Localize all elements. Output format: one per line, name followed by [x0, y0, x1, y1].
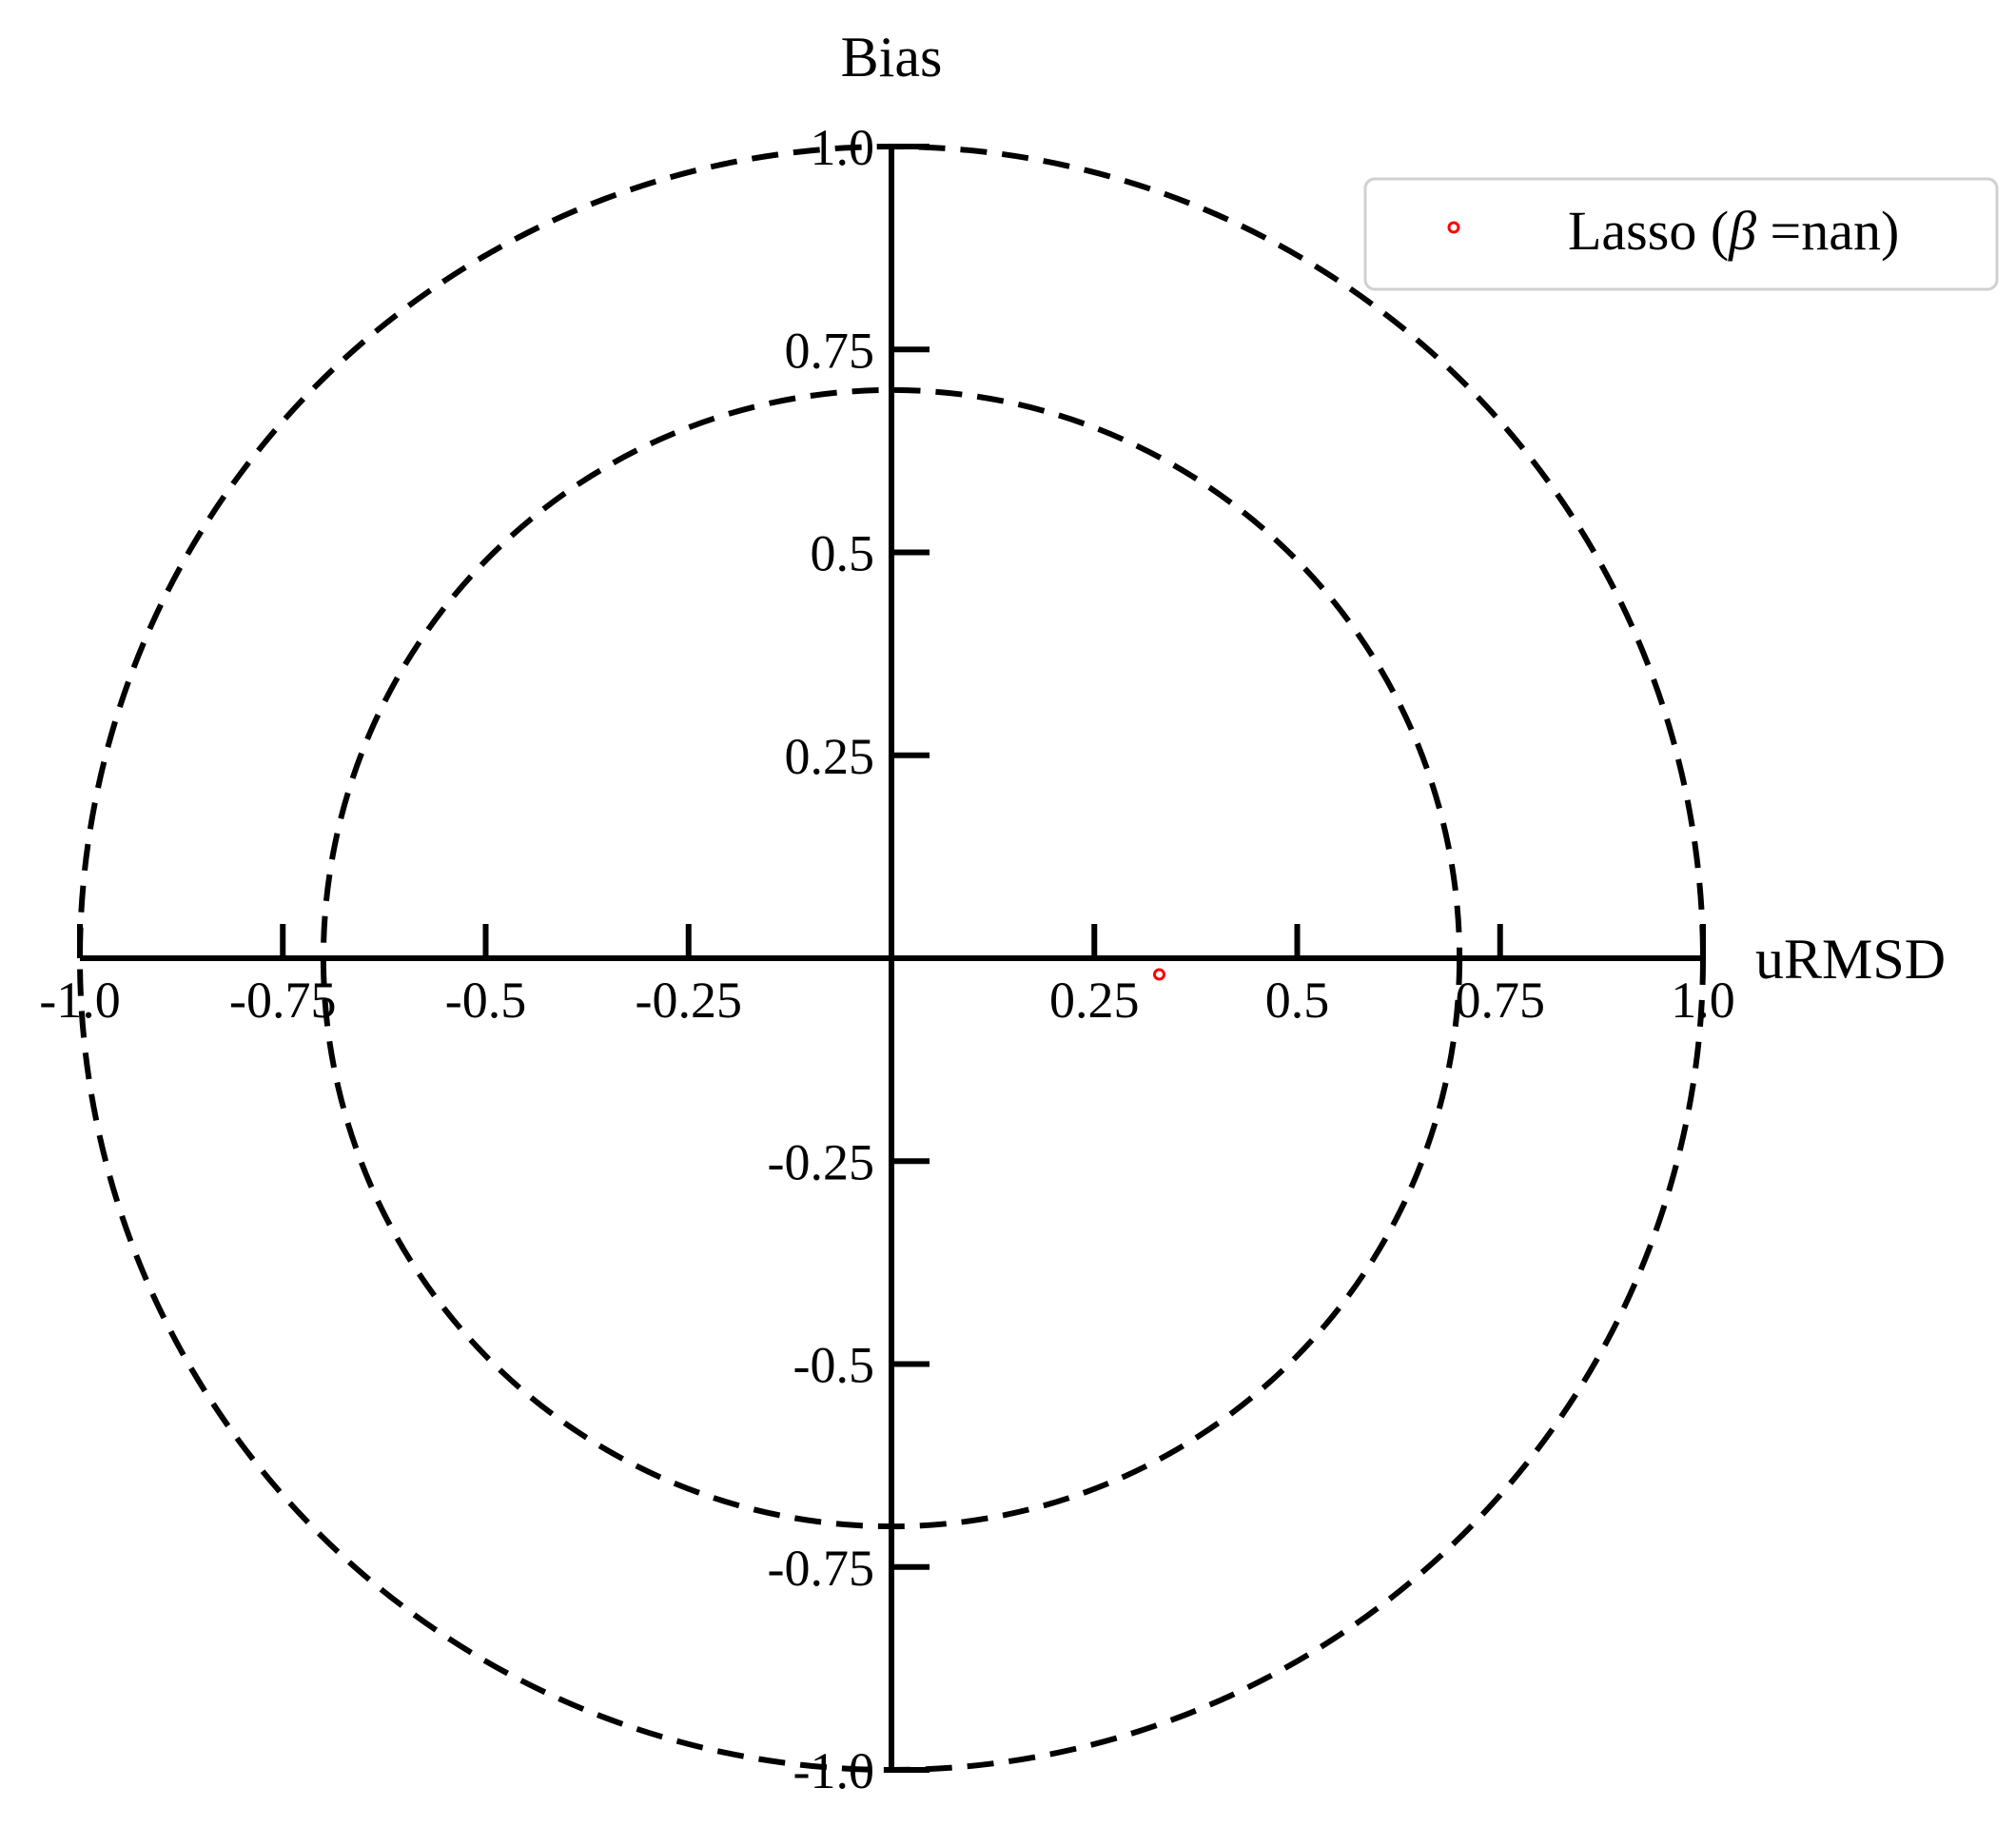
y-tick-label: 0.25	[785, 728, 875, 785]
x-tick-label: -0.75	[229, 972, 336, 1029]
x-axis-label: uRMSD	[1755, 928, 1946, 991]
y-ticks: 1.0 0.75 0.5 0.25 -0.25 -0.5 -0.75 -1.0	[768, 119, 930, 1799]
legend-entry-label: Lasso (β =nan)	[1568, 200, 1899, 262]
x-tick-label: -1.0	[39, 972, 120, 1029]
y-tick-label: -0.25	[768, 1133, 874, 1190]
x-tick-label: 0.5	[1265, 972, 1330, 1029]
data-points	[1152, 968, 1165, 981]
x-tick-label: 0.25	[1049, 972, 1140, 1029]
axes	[80, 147, 1703, 1770]
y-tick-label: 0.5	[811, 525, 875, 582]
legend-entry-prefix: Lasso (	[1568, 200, 1729, 262]
legend-frame	[1363, 177, 1999, 291]
y-tick-label: -1.0	[793, 1742, 874, 1799]
y-tick-label: -0.5	[793, 1337, 874, 1394]
x-tick-label: 1.0	[1671, 972, 1735, 1029]
y-tick-label: -0.75	[768, 1540, 874, 1597]
x-ticks: -1.0 -0.75 -0.5 -0.25 0.25 0.5 0.75 1.0	[39, 924, 1735, 1029]
legend-entry-beta: β	[1728, 200, 1756, 262]
x-tick-label: -0.25	[636, 972, 742, 1029]
legend: Lasso (β =nan)	[1363, 177, 1999, 291]
legend-marker	[1447, 221, 1460, 234]
y-axis-label: Bias	[841, 26, 943, 88]
legend-entry-suffix: =nan)	[1756, 200, 1899, 262]
x-tick-label: 0.75	[1456, 972, 1546, 1029]
x-tick-label: -0.5	[445, 972, 526, 1029]
data-point	[1152, 968, 1165, 981]
y-tick-label: 0.75	[785, 322, 875, 379]
y-tick-label: 1.0	[811, 119, 875, 176]
